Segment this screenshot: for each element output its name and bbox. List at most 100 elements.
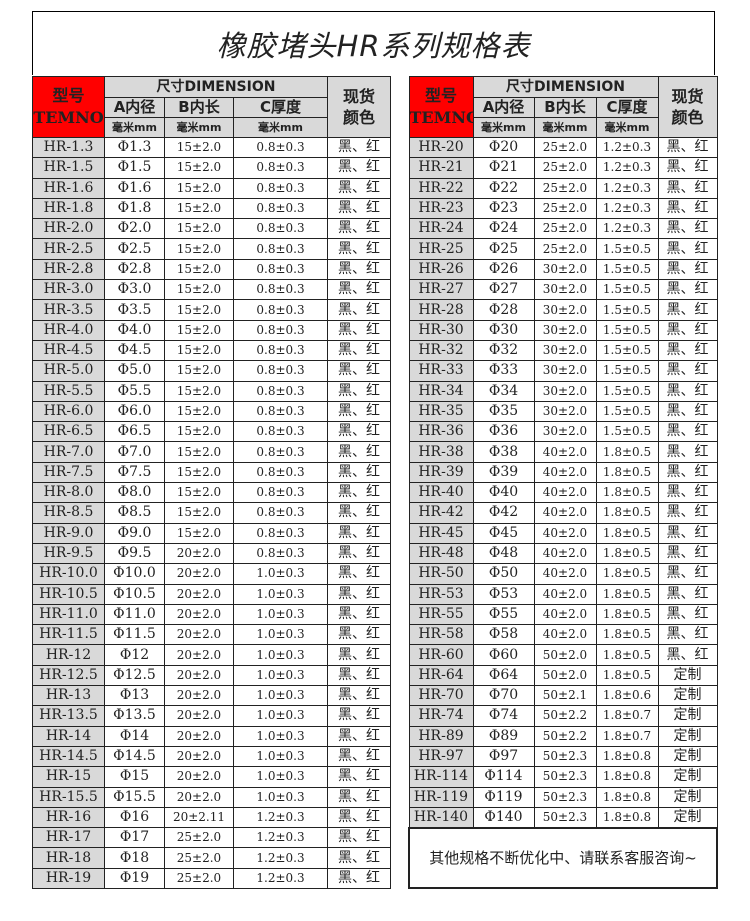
table-row: HR-1.3 Φ1.3 15±2.0 0.8±0.3 黑、红 <box>32 136 391 159</box>
color-cell: 黑、红 <box>327 806 391 829</box>
thickness-cell: 0.8±0.3 <box>233 319 328 341</box>
length-cell: 20±2.0 <box>164 725 234 747</box>
length-cell: 25±2.0 <box>164 847 234 869</box>
table-row: HR-64 Φ64 50±2.0 1.8±0.5 定制 <box>408 664 718 687</box>
model-cell: HR-17 <box>32 827 105 849</box>
inner-diameter-cell: Φ19 <box>104 867 165 889</box>
thickness-cell: 1.0±0.3 <box>233 563 328 585</box>
inner-diameter-cell: Φ60 <box>472 644 535 666</box>
table-row: HR-30 Φ30 30±2.0 1.5±0.5 黑、红 <box>408 319 718 341</box>
table-row: HR-13.5 Φ13.5 20±2.0 1.0±0.3 黑、红 <box>32 705 391 727</box>
table-row: HR-9.0 Φ9.0 15±2.0 0.8±0.3 黑、红 <box>32 522 391 544</box>
length-cell: 25±2.0 <box>164 867 234 889</box>
inner-diameter-cell: Φ1.3 <box>104 136 165 159</box>
color-cell: 黑、红 <box>657 400 718 423</box>
length-cell: 20±2.0 <box>164 624 234 646</box>
model-cell: HR-24 <box>408 218 474 240</box>
color-cell: 黑、红 <box>327 299 391 321</box>
table-row: HR-34 Φ34 30±2.0 1.5±0.5 黑、红 <box>408 380 718 402</box>
model-cell: HR-8.0 <box>32 482 105 504</box>
thickness-cell: 1.0±0.3 <box>233 745 328 768</box>
length-cell: 15±2.0 <box>164 421 234 443</box>
length-cell: 15±2.0 <box>164 380 234 402</box>
table-row: HR-3.0 Φ3.0 15±2.0 0.8±0.3 黑、红 <box>32 279 391 301</box>
inner-diameter-cell: Φ2.5 <box>104 238 165 260</box>
thickness-cell: 1.8±0.5 <box>595 502 659 524</box>
thickness-cell: 1.8±0.7 <box>595 725 659 747</box>
model-cell: HR-89 <box>408 725 474 747</box>
table-row: HR-13 Φ13 20±2.0 1.0±0.3 黑、红 <box>32 685 391 707</box>
inner-diameter-cell: Φ11.0 <box>104 603 165 626</box>
length-cell: 20±2.0 <box>164 766 234 788</box>
length-cell: 50±2.2 <box>533 705 597 727</box>
model-cell: HR-12.5 <box>32 664 105 687</box>
model-cell: HR-4.0 <box>32 319 105 341</box>
thickness-cell: 1.8±0.5 <box>595 482 659 504</box>
color-cell: 黑、红 <box>327 766 391 788</box>
model-cell: HR-14 <box>32 725 105 747</box>
table-row: HR-26 Φ26 30±2.0 1.5±0.5 黑、红 <box>408 258 718 281</box>
length-cell: 40±2.0 <box>533 583 597 605</box>
inner-diameter-cell: Φ97 <box>472 745 535 768</box>
thickness-cell: 1.5±0.5 <box>595 238 659 260</box>
color-cell: 定制 <box>657 664 718 687</box>
color-cell: 黑、红 <box>657 299 718 321</box>
inner-diameter-cell: Φ12 <box>104 644 165 666</box>
table-row: HR-1.5 Φ1.5 15±2.0 0.8±0.3 黑、红 <box>32 157 391 179</box>
inner-diameter-cell: Φ35 <box>472 400 535 423</box>
length-cell: 15±2.0 <box>164 400 234 423</box>
inner-diameter-cell: Φ25 <box>472 238 535 260</box>
color-cell: 黑、红 <box>327 238 391 260</box>
model-en-label: TEMNO <box>33 108 104 127</box>
inner-diameter-cell: Φ36 <box>472 421 535 443</box>
length-cell: 25±2.0 <box>533 197 597 220</box>
model-cell: HR-40 <box>408 482 474 504</box>
color-cell: 黑、红 <box>327 786 391 808</box>
model-cell: HR-16 <box>32 806 105 829</box>
color-cell: 黑、红 <box>657 339 718 362</box>
unit-label: 毫米mm <box>595 117 659 138</box>
thickness-cell: 1.8±0.8 <box>595 786 659 808</box>
thickness-cell: 1.2±0.3 <box>595 177 659 199</box>
inner-diameter-cell: Φ17 <box>104 827 165 849</box>
model-cell: HR-50 <box>408 563 474 585</box>
thickness-cell: 1.0±0.3 <box>233 766 328 788</box>
color-cell: 定制 <box>657 786 718 808</box>
color-cell: 黑、红 <box>327 482 391 504</box>
color-cell: 黑、红 <box>327 827 391 849</box>
table-row: HR-2.8 Φ2.8 15±2.0 0.8±0.3 黑、红 <box>32 258 391 281</box>
model-cell: HR-15 <box>32 766 105 788</box>
length-cell: 20±2.0 <box>164 664 234 687</box>
color-cell: 黑、红 <box>327 380 391 402</box>
length-cell: 40±2.0 <box>533 624 597 646</box>
inner-diameter-cell: Φ5.0 <box>104 360 165 382</box>
color-cell: 黑、红 <box>327 563 391 585</box>
thickness-cell: 1.2±0.3 <box>233 847 328 869</box>
table-row: HR-8.5 Φ8.5 15±2.0 0.8±0.3 黑、红 <box>32 502 391 524</box>
inner-diameter-cell: Φ4.0 <box>104 319 165 341</box>
color-label: 现货颜色 <box>342 87 375 127</box>
inner-diameter-cell: Φ10.5 <box>104 583 165 605</box>
inner-diameter-cell: Φ8.0 <box>104 482 165 504</box>
thickness-cell: 1.5±0.5 <box>595 319 659 341</box>
thickness-cell: 0.8±0.3 <box>233 258 328 281</box>
color-cell: 黑、红 <box>327 339 391 362</box>
thickness-cell: 1.5±0.5 <box>595 299 659 321</box>
length-cell: 25±2.0 <box>533 238 597 260</box>
length-cell: 30±2.0 <box>533 421 597 443</box>
table-row: HR-22 Φ22 25±2.0 1.2±0.3 黑、红 <box>408 177 718 199</box>
length-cell: 20±2.0 <box>164 644 234 666</box>
length-cell: 30±2.0 <box>533 258 597 281</box>
color-cell: 黑、红 <box>327 644 391 666</box>
length-cell: 30±2.0 <box>533 319 597 341</box>
length-cell: 25±2.0 <box>533 218 597 240</box>
thickness-cell: 0.8±0.3 <box>233 482 328 504</box>
color-cell: 黑、红 <box>327 502 391 524</box>
inner-diameter-cell: Φ26 <box>472 258 535 281</box>
inner-diameter-cell: Φ6.5 <box>104 421 165 443</box>
table-row: HR-1.8 Φ1.8 15±2.0 0.8±0.3 黑、红 <box>32 197 391 220</box>
length-cell: 40±2.0 <box>533 441 597 463</box>
model-cell: HR-27 <box>408 279 474 301</box>
color-cell: 黑、红 <box>657 502 718 524</box>
length-cell: 40±2.0 <box>533 461 597 484</box>
